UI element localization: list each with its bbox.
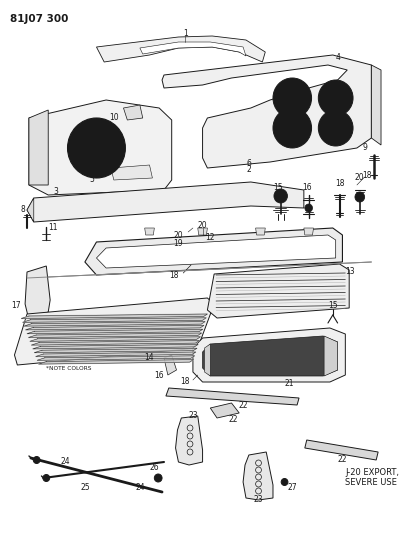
Text: J-20 EXPORT,
SEVERE USE: J-20 EXPORT, SEVERE USE: [345, 468, 399, 487]
Text: 4: 4: [335, 53, 340, 62]
Polygon shape: [164, 355, 177, 375]
Circle shape: [318, 80, 353, 116]
Text: 18: 18: [362, 171, 371, 180]
Text: 6: 6: [247, 158, 251, 167]
Polygon shape: [38, 360, 193, 364]
Polygon shape: [27, 198, 34, 222]
Text: 16: 16: [154, 370, 164, 379]
Polygon shape: [97, 235, 336, 268]
Circle shape: [73, 124, 119, 172]
Text: 12: 12: [206, 232, 215, 241]
Text: 18: 18: [180, 377, 190, 386]
Circle shape: [33, 456, 40, 464]
Text: *NOTE COLORS: *NOTE COLORS: [46, 366, 92, 370]
Polygon shape: [36, 352, 196, 357]
Circle shape: [318, 110, 353, 146]
Text: 15: 15: [273, 183, 283, 192]
Polygon shape: [34, 348, 197, 353]
Polygon shape: [30, 337, 200, 341]
Polygon shape: [204, 344, 210, 376]
Polygon shape: [85, 228, 342, 275]
Text: 20: 20: [174, 230, 183, 239]
Polygon shape: [324, 336, 337, 376]
Circle shape: [305, 204, 312, 212]
Polygon shape: [111, 165, 153, 180]
Polygon shape: [175, 416, 202, 465]
Text: 2: 2: [247, 166, 251, 174]
Circle shape: [67, 118, 126, 178]
Text: 10: 10: [109, 114, 119, 123]
Circle shape: [279, 84, 306, 112]
Polygon shape: [140, 42, 246, 56]
Text: 3: 3: [54, 188, 58, 197]
Text: 81J07 300: 81J07 300: [10, 14, 68, 24]
Polygon shape: [193, 328, 345, 382]
Polygon shape: [25, 266, 50, 320]
Text: 5: 5: [89, 175, 94, 184]
Text: 22: 22: [338, 456, 347, 464]
Text: 27: 27: [288, 483, 297, 492]
Text: 15: 15: [328, 301, 337, 310]
Text: 11: 11: [48, 223, 58, 232]
Circle shape: [324, 86, 347, 110]
Text: 22: 22: [238, 400, 248, 409]
Text: 24: 24: [61, 457, 70, 466]
Circle shape: [279, 114, 306, 142]
Circle shape: [324, 116, 347, 140]
Polygon shape: [305, 440, 378, 460]
Polygon shape: [166, 388, 299, 405]
Text: 21: 21: [285, 378, 294, 387]
Polygon shape: [256, 228, 265, 235]
Polygon shape: [371, 65, 381, 145]
Polygon shape: [124, 105, 143, 120]
Polygon shape: [210, 403, 239, 418]
Polygon shape: [37, 356, 195, 360]
Polygon shape: [97, 36, 265, 62]
Text: 25: 25: [80, 483, 90, 492]
Text: 23: 23: [188, 410, 198, 419]
Text: 13: 13: [345, 268, 355, 277]
Polygon shape: [27, 182, 304, 222]
Circle shape: [274, 189, 288, 203]
Text: 9: 9: [362, 143, 367, 152]
Polygon shape: [14, 298, 214, 365]
Text: 18: 18: [169, 271, 178, 279]
Polygon shape: [29, 333, 202, 337]
Polygon shape: [31, 341, 199, 345]
Text: 17: 17: [11, 301, 21, 310]
Polygon shape: [22, 318, 206, 322]
Polygon shape: [207, 264, 349, 318]
Text: 24: 24: [135, 482, 145, 491]
Polygon shape: [162, 55, 371, 168]
Polygon shape: [304, 228, 313, 235]
Polygon shape: [33, 344, 198, 349]
Polygon shape: [29, 110, 48, 185]
Polygon shape: [21, 314, 207, 319]
Text: 16: 16: [302, 183, 312, 192]
Polygon shape: [198, 228, 207, 235]
Text: 19: 19: [174, 239, 183, 248]
Polygon shape: [24, 321, 205, 326]
Text: 8: 8: [21, 206, 25, 214]
Circle shape: [273, 108, 312, 148]
Polygon shape: [27, 329, 203, 334]
Circle shape: [273, 78, 312, 118]
Text: 22: 22: [229, 416, 238, 424]
Text: 14: 14: [145, 353, 154, 362]
Text: 18: 18: [335, 180, 344, 189]
Circle shape: [281, 479, 288, 486]
Polygon shape: [145, 228, 154, 235]
Polygon shape: [25, 326, 204, 330]
Circle shape: [355, 192, 364, 202]
Text: 20: 20: [198, 222, 207, 230]
Polygon shape: [243, 452, 273, 500]
Polygon shape: [29, 100, 172, 195]
Text: 23: 23: [254, 496, 263, 505]
Text: 1: 1: [183, 29, 188, 38]
Circle shape: [154, 474, 162, 482]
Text: 26: 26: [150, 464, 159, 472]
Circle shape: [43, 474, 49, 481]
Polygon shape: [202, 336, 337, 376]
Text: 20: 20: [355, 174, 364, 182]
